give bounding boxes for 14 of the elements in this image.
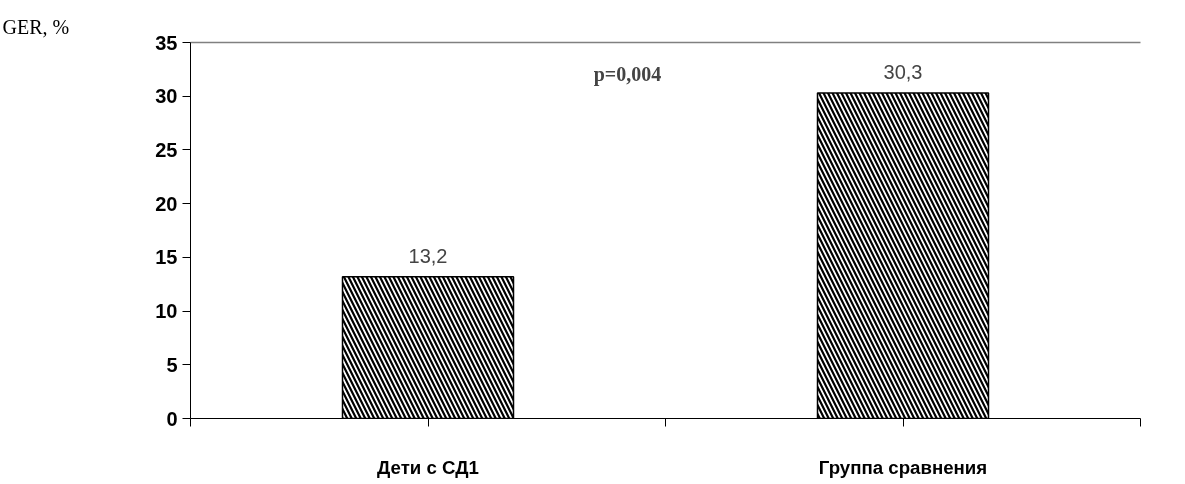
x-tick-label: Группа сравнения bbox=[818, 456, 988, 478]
y-tick-label: 10 bbox=[155, 300, 178, 323]
y-axis-title: GER, % bbox=[2, 15, 70, 38]
y-tick-label: 30 bbox=[155, 85, 178, 108]
y-tick-label: 15 bbox=[155, 246, 178, 269]
y-tick-label: 25 bbox=[155, 138, 178, 161]
y-tick-label: 35 bbox=[155, 31, 178, 54]
x-tick-label: Дети с СД1 bbox=[377, 456, 479, 478]
y-tick-label: 20 bbox=[155, 192, 178, 215]
y-tick-label: 5 bbox=[166, 353, 178, 376]
annotation: p=0,004 bbox=[593, 62, 662, 86]
y-tick-label: 0 bbox=[166, 407, 178, 430]
data-label: 30,3 bbox=[883, 60, 923, 83]
data-label: 13,2 bbox=[408, 244, 448, 267]
